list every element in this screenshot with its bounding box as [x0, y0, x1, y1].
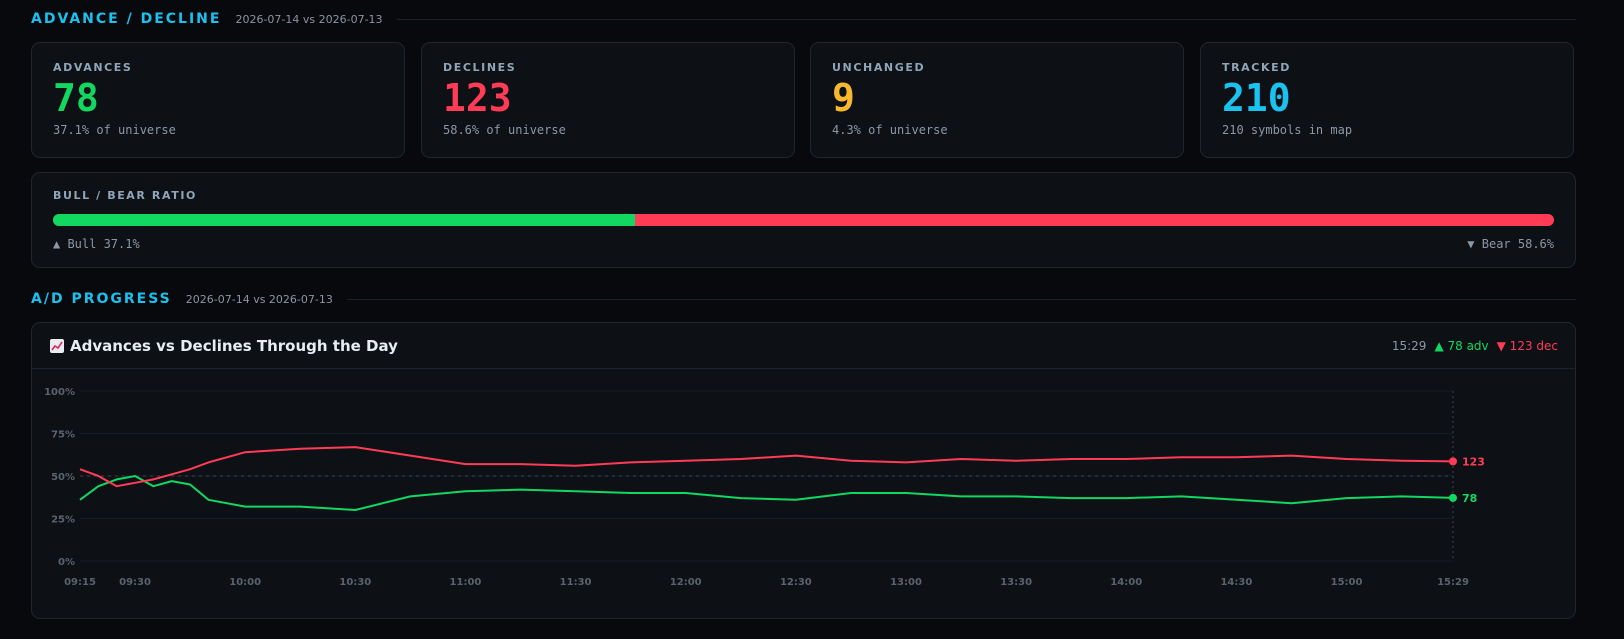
card-note: 210 symbols in map [1222, 123, 1353, 137]
section-title: A/D PROGRESS [31, 291, 172, 307]
unchanged-card: UNCHANGED 9 4.3% of universe [810, 42, 1184, 158]
x-tick-label: 14:00 [1110, 577, 1142, 588]
ratio-bar [53, 214, 1554, 226]
status-declines: ▼ 123 dec [1496, 338, 1558, 353]
date-compare: 2026-07-14 vs 2026-07-13 [185, 292, 333, 306]
x-tick-label: 09:15 [64, 577, 96, 588]
card-value: 78 [53, 76, 99, 120]
x-tick-label: 13:00 [890, 577, 922, 588]
x-tick-label: 14:30 [1220, 577, 1252, 588]
divider [346, 298, 1576, 300]
bull-bear-ratio-panel: BULL / BEAR RATIO ▲ Bull 37.1% ▼ Bear 58… [31, 172, 1576, 268]
status-time: 15:29 [1391, 338, 1427, 353]
bear-percent: ▼ Bear 58.6% [1467, 237, 1554, 251]
x-tick-label: 12:30 [780, 577, 812, 588]
ad-chart-panel: Advances vs Declines Through the Day 15:… [31, 322, 1576, 619]
x-tick-label: 09:30 [119, 577, 151, 588]
advances-card: ADVANCES 78 37.1% of universe [31, 42, 405, 158]
chart-title: Advances vs Declines Through the Day [70, 336, 398, 355]
bull-fill [53, 214, 635, 226]
chart-increasing-icon [50, 338, 64, 353]
card-label: DECLINES [443, 61, 517, 74]
series-endpoint-adv [1449, 493, 1457, 502]
x-tick-label: 11:00 [450, 577, 482, 588]
series-line-adv [79, 475, 1454, 511]
ad-line-chart: 0% 25% 50% 75% 100% 09:15 09:30 10:00 10:30 11:00… [44, 387, 1485, 588]
declines-card: DECLINES 123 58.6% of universe [421, 42, 795, 158]
card-label: UNCHANGED [832, 61, 926, 74]
x-tick-label: 15:00 [1331, 577, 1363, 588]
divider [396, 18, 1576, 20]
series-endpoint-dec [1449, 457, 1457, 466]
tracked-card: TRACKED 210 210 symbols in map [1200, 42, 1574, 158]
series-line-dec [79, 446, 1454, 488]
bull-percent: ▲ Bull 37.1% [53, 237, 140, 251]
card-label: TRACKED [1222, 61, 1291, 74]
status-advances: ▲ 78 adv [1434, 338, 1489, 353]
x-tick-label: 10:30 [339, 577, 371, 588]
card-note: 4.3% of universe [832, 123, 948, 137]
chart-status: 15:29 ▲ 78 adv ▼ 123 dec [1392, 339, 1558, 353]
x-tick-label: 11:30 [560, 577, 592, 588]
card-note: 58.6% of universe [443, 123, 566, 137]
card-value: 123 [443, 76, 512, 120]
y-tick-label: 50% [51, 472, 75, 483]
card-label: ADVANCES [53, 61, 133, 74]
y-tick-label: 25% [51, 515, 75, 526]
y-tick-label: 0% [58, 557, 75, 568]
chart-header: Advances vs Declines Through the Day 15:… [32, 323, 1575, 369]
series-end-label-dec: 123 [1462, 455, 1485, 468]
ad-progress-header: A/D PROGRESS 2026-07-14 vs 2026-07-13 [31, 289, 1576, 309]
card-value: 9 [832, 76, 855, 120]
card-note: 37.1% of universe [53, 123, 176, 137]
advance-decline-header: ADVANCE / DECLINE 2026-07-14 vs 2026-07-… [31, 9, 1576, 29]
ratio-label: BULL / BEAR RATIO [53, 189, 197, 202]
y-tick-label: 100% [44, 387, 75, 398]
y-tick-label: 75% [51, 430, 75, 441]
x-tick-label: 15:29 [1437, 577, 1469, 588]
x-tick-label: 10:00 [229, 577, 261, 588]
date-compare: 2026-07-14 vs 2026-07-13 [235, 12, 383, 26]
series-end-label-adv: 78 [1462, 492, 1477, 505]
x-tick-label: 13:30 [1000, 577, 1032, 588]
card-value: 210 [1222, 76, 1291, 120]
section-title: ADVANCE / DECLINE [31, 11, 222, 27]
x-tick-label: 12:00 [670, 577, 702, 588]
